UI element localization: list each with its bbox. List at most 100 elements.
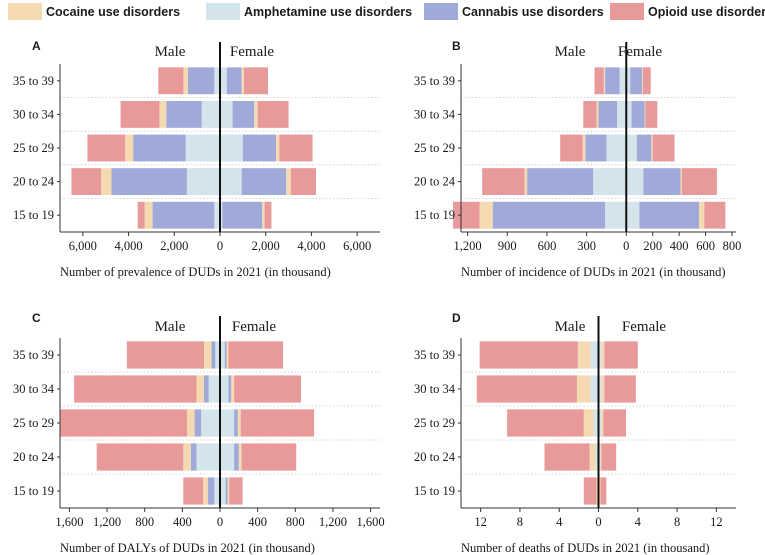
bar-male-cocaine-35-to-39 bbox=[603, 67, 606, 95]
bar-male-amphetamine-25-to-29 bbox=[606, 134, 627, 162]
bar-female-amphetamine-20-to-24 bbox=[626, 168, 644, 196]
bar-female-amphetamine-30-to-34 bbox=[220, 100, 233, 128]
bar-female-cocaine-20-to-24 bbox=[286, 168, 291, 196]
bar-male-opioid-20-to-24 bbox=[482, 168, 525, 196]
legend-swatch-amphetamine bbox=[206, 3, 240, 20]
bar-female-cannabis-30-to-34 bbox=[631, 100, 645, 128]
panel-a: A Male Female 35 to 39 30 to 34 25 to 29 20 to… bbox=[13, 39, 380, 279]
bar-male-cocaine-25-to-29 bbox=[583, 409, 594, 437]
bar-female-cannabis-25-to-29 bbox=[636, 134, 652, 162]
bar-male-cocaine-25-to-29 bbox=[125, 134, 134, 162]
bar-male-opioid-30-to-34 bbox=[74, 375, 197, 403]
x-tick-label: 900 bbox=[498, 239, 517, 253]
bar-male-cannabis-35-to-39 bbox=[188, 67, 215, 95]
category-label: 30 to 34 bbox=[414, 382, 456, 396]
bar-male-amphetamine-25-to-29 bbox=[201, 409, 220, 437]
x-tick-label: 1,200 bbox=[319, 515, 347, 529]
bar-female-cocaine-35-to-39 bbox=[601, 341, 605, 369]
bar-male-opioid-25-to-29 bbox=[560, 134, 583, 162]
bar-male-opioid-20-to-24 bbox=[544, 443, 590, 471]
male-label: Male bbox=[155, 44, 186, 60]
bar-female-opioid-15-to-19 bbox=[600, 477, 607, 505]
bar-male-cannabis-15-to-19 bbox=[492, 201, 606, 229]
bar-female-cannabis-25-to-29 bbox=[234, 409, 238, 437]
bar-male-cannabis-20-to-24 bbox=[111, 168, 187, 196]
bar-male-opioid-35-to-39 bbox=[126, 341, 204, 369]
bar-male-amphetamine-15-to-19 bbox=[605, 201, 627, 229]
bar-female-amphetamine-25-to-29 bbox=[626, 134, 637, 162]
x-tick-label: 4 bbox=[556, 515, 563, 529]
x-tick-label: 300 bbox=[577, 239, 596, 253]
category-label: 25 to 29 bbox=[414, 141, 455, 155]
panel-letter: A bbox=[32, 39, 41, 53]
bar-female-opioid-20-to-24 bbox=[290, 168, 316, 196]
bar-male-cannabis-15-to-19 bbox=[207, 477, 215, 505]
category-label: 35 to 39 bbox=[13, 74, 54, 88]
bar-female-cocaine-15-to-19 bbox=[227, 477, 230, 505]
bar-female-cocaine-35-to-39 bbox=[642, 67, 643, 95]
x-tick-label: 0 bbox=[623, 239, 629, 253]
bar-male-cocaine-30-to-34 bbox=[576, 375, 591, 403]
bar-male-cocaine-15-to-19 bbox=[596, 477, 598, 505]
x-tick-label: 4,000 bbox=[115, 239, 143, 253]
x-tick-label: 8 bbox=[517, 515, 523, 529]
bar-female-cannabis-20-to-24 bbox=[241, 168, 287, 196]
bar-male-cocaine-15-to-19 bbox=[144, 201, 153, 229]
x-axis-title: Number of prevalence of DUDs in 2021 (in… bbox=[60, 265, 331, 279]
category-label: 20 to 24 bbox=[414, 175, 456, 189]
bar-female-cannabis-15-to-19 bbox=[225, 477, 228, 505]
bar-female-amphetamine-15-to-19 bbox=[220, 201, 223, 229]
bar-male-cocaine-15-to-19 bbox=[203, 477, 208, 505]
bar-male-cocaine-35-to-39 bbox=[183, 67, 188, 95]
bar-female-cannabis-20-to-24 bbox=[643, 168, 681, 196]
bar-male-cannabis-25-to-29 bbox=[194, 409, 202, 437]
male-label: Male bbox=[155, 319, 186, 335]
category-label: 15 to 19 bbox=[13, 484, 54, 498]
category-label: 15 to 19 bbox=[414, 208, 455, 222]
bar-male-amphetamine-30-to-34 bbox=[617, 100, 627, 128]
bar-female-amphetamine-15-to-19 bbox=[220, 477, 226, 505]
bar-female-amphetamine-35-to-39 bbox=[220, 341, 225, 369]
bar-male-opioid-35-to-39 bbox=[479, 341, 578, 369]
category-label: 30 to 34 bbox=[414, 107, 456, 121]
bar-female-cocaine-15-to-19 bbox=[262, 201, 265, 229]
bar-female-opioid-25-to-29 bbox=[240, 409, 315, 437]
legend-label-cocaine: Cocaine use disorders bbox=[46, 5, 180, 19]
bar-female-cannabis-35-to-39 bbox=[224, 341, 227, 369]
bar-male-amphetamine-35-to-39 bbox=[619, 67, 627, 95]
x-tick-label: 6,000 bbox=[343, 239, 371, 253]
bar-female-cocaine-20-to-24 bbox=[238, 443, 242, 471]
bar-male-cannabis-35-to-39 bbox=[605, 67, 620, 95]
legend-swatch-opioid bbox=[610, 3, 644, 20]
bar-female-opioid-15-to-19 bbox=[264, 201, 272, 229]
bar-male-cocaine-20-to-24 bbox=[589, 443, 596, 471]
bar-male-cocaine-25-to-29 bbox=[582, 134, 586, 162]
bar-male-amphetamine-15-to-19 bbox=[214, 477, 220, 505]
bar-male-amphetamine-25-to-29 bbox=[185, 134, 220, 162]
x-axis-title: Number of deaths of DUDs in 2021 (in tho… bbox=[461, 541, 710, 555]
bar-male-opioid-35-to-39 bbox=[158, 67, 184, 95]
category-label: 15 to 19 bbox=[13, 208, 54, 222]
bar-female-cocaine-30-to-34 bbox=[644, 100, 646, 128]
bar-female-opioid-15-to-19 bbox=[229, 477, 243, 505]
bar-male-amphetamine-30-to-34 bbox=[201, 100, 220, 128]
bar-male-opioid-20-to-24 bbox=[96, 443, 184, 471]
category-label: 20 to 24 bbox=[414, 450, 456, 464]
bar-female-opioid-35-to-39 bbox=[244, 67, 268, 95]
bar-female-amphetamine-25-to-29 bbox=[220, 409, 235, 437]
bar-female-cocaine-25-to-29 bbox=[601, 409, 604, 437]
bar-female-opioid-35-to-39 bbox=[642, 67, 651, 95]
female-label: Female bbox=[618, 44, 662, 60]
male-label: Male bbox=[555, 44, 586, 60]
x-tick-label: 0 bbox=[217, 515, 223, 529]
x-tick-label: 200 bbox=[643, 239, 662, 253]
x-tick-label: 0 bbox=[217, 239, 223, 253]
x-tick-label: 12 bbox=[710, 515, 723, 529]
bar-female-opioid-30-to-34 bbox=[257, 100, 289, 128]
category-label: 25 to 29 bbox=[414, 416, 455, 430]
bar-male-opioid-15-to-19 bbox=[137, 201, 145, 229]
bar-female-opioid-35-to-39 bbox=[604, 341, 638, 369]
category-label: 35 to 39 bbox=[13, 348, 54, 362]
x-tick-label: 1,600 bbox=[55, 515, 83, 529]
bar-female-opioid-25-to-29 bbox=[652, 134, 675, 162]
